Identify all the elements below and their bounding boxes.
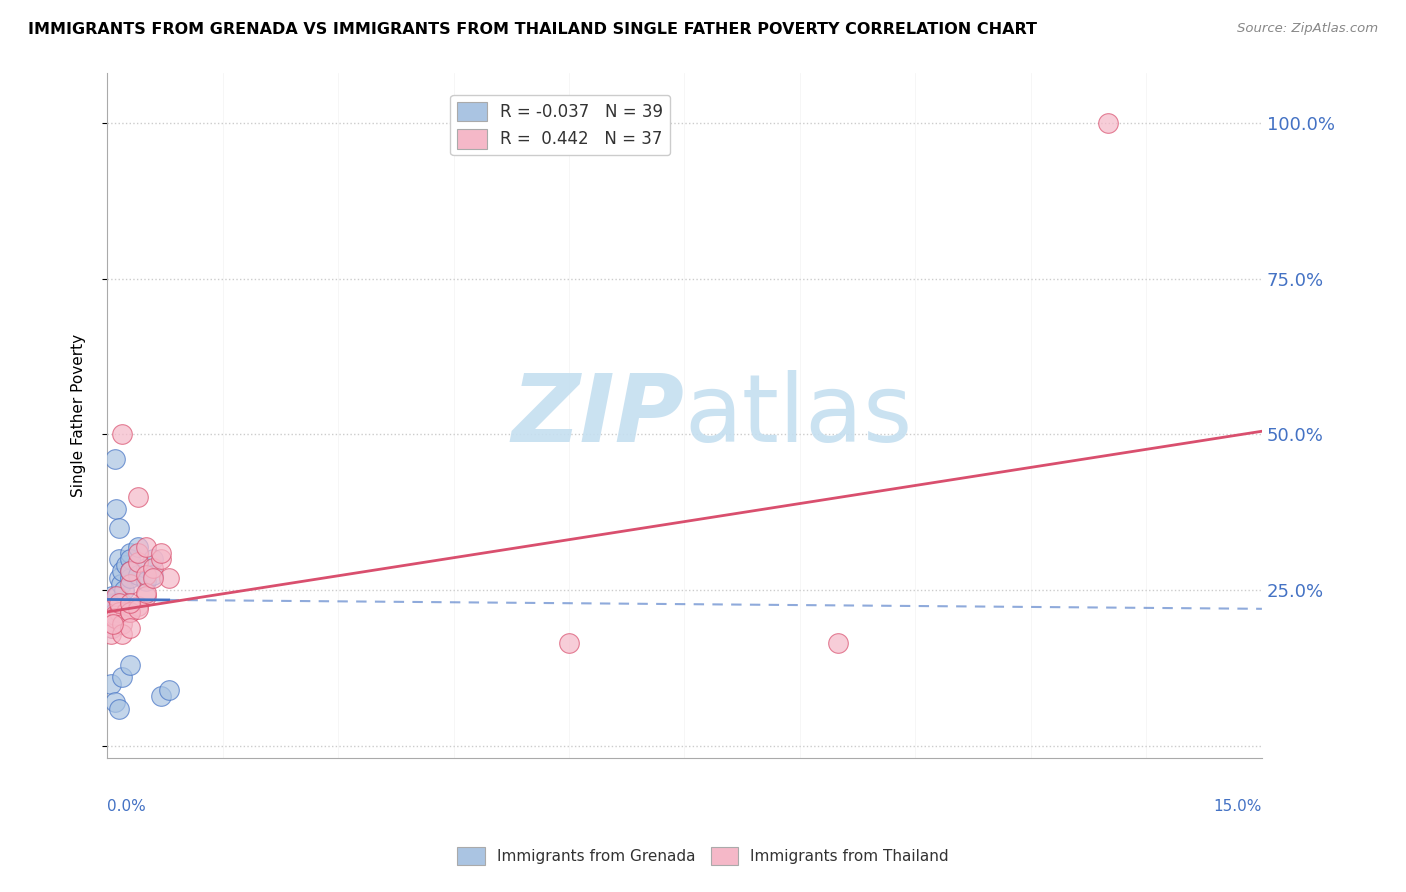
- Point: [101, 620, 124, 634]
- Point: [1097, 116, 1119, 130]
- Point: [127, 567, 149, 582]
- Point: [103, 602, 125, 616]
- Point: [104, 611, 127, 625]
- Point: [101, 620, 124, 634]
- Point: [100, 676, 122, 690]
- Text: 15.0%: 15.0%: [1213, 799, 1263, 814]
- Point: [107, 605, 129, 619]
- Point: [120, 657, 142, 672]
- Point: [127, 546, 149, 560]
- Point: [112, 583, 135, 598]
- Text: 0.0%: 0.0%: [107, 799, 146, 814]
- Point: [104, 608, 127, 623]
- Point: [120, 552, 142, 566]
- Point: [100, 608, 122, 623]
- Point: [107, 596, 129, 610]
- Point: [111, 617, 134, 632]
- Point: [105, 502, 128, 516]
- Point: [104, 452, 127, 467]
- Point: [107, 701, 129, 715]
- Point: [120, 571, 142, 585]
- Point: [120, 620, 142, 634]
- Point: [120, 596, 142, 610]
- Point: [111, 670, 134, 684]
- Legend: R = -0.037   N = 39, R =  0.442   N = 37: R = -0.037 N = 39, R = 0.442 N = 37: [450, 95, 671, 155]
- Text: IMMIGRANTS FROM GRENADA VS IMMIGRANTS FROM THAILAND SINGLE FATHER POVERTY CORREL: IMMIGRANTS FROM GRENADA VS IMMIGRANTS FR…: [28, 22, 1038, 37]
- Point: [111, 626, 134, 640]
- Point: [149, 546, 172, 560]
- Point: [157, 682, 180, 697]
- Point: [142, 552, 165, 566]
- Point: [142, 561, 165, 575]
- Point: [142, 571, 165, 585]
- Point: [108, 521, 131, 535]
- Point: [135, 574, 157, 588]
- Point: [149, 552, 172, 566]
- Text: ZIP: ZIP: [512, 369, 685, 462]
- Point: [100, 626, 122, 640]
- Point: [105, 590, 128, 604]
- Point: [111, 596, 134, 610]
- Point: [127, 599, 149, 613]
- Point: [103, 611, 125, 625]
- Point: [558, 636, 581, 650]
- Point: [135, 567, 157, 582]
- Point: [98, 614, 121, 628]
- Point: [120, 565, 142, 579]
- Point: [135, 540, 157, 554]
- Point: [115, 605, 138, 619]
- Point: [104, 695, 127, 709]
- Legend: Immigrants from Grenada, Immigrants from Thailand: Immigrants from Grenada, Immigrants from…: [451, 841, 955, 871]
- Y-axis label: Single Father Poverty: Single Father Poverty: [72, 334, 86, 497]
- Point: [107, 552, 129, 566]
- Point: [135, 590, 157, 604]
- Point: [111, 565, 134, 579]
- Point: [110, 577, 132, 591]
- Point: [827, 636, 849, 650]
- Point: [98, 596, 121, 610]
- Text: atlas: atlas: [685, 369, 912, 462]
- Point: [120, 605, 142, 619]
- Point: [127, 602, 149, 616]
- Point: [111, 605, 134, 619]
- Point: [104, 605, 127, 619]
- Point: [157, 571, 180, 585]
- Point: [100, 590, 122, 604]
- Point: [97, 614, 120, 628]
- Point: [120, 546, 142, 560]
- Point: [103, 617, 125, 632]
- Point: [120, 605, 142, 619]
- Text: Source: ZipAtlas.com: Source: ZipAtlas.com: [1237, 22, 1378, 36]
- Point: [100, 602, 122, 616]
- Point: [135, 586, 157, 600]
- Point: [104, 596, 127, 610]
- Point: [135, 561, 157, 575]
- Point: [120, 577, 142, 591]
- Point: [98, 602, 121, 616]
- Point: [107, 571, 129, 585]
- Point: [127, 490, 149, 504]
- Point: [127, 555, 149, 569]
- Point: [120, 565, 142, 579]
- Point: [105, 590, 128, 604]
- Point: [149, 689, 172, 703]
- Point: [127, 540, 149, 554]
- Point: [115, 558, 138, 573]
- Point: [111, 427, 134, 442]
- Point: [142, 567, 165, 582]
